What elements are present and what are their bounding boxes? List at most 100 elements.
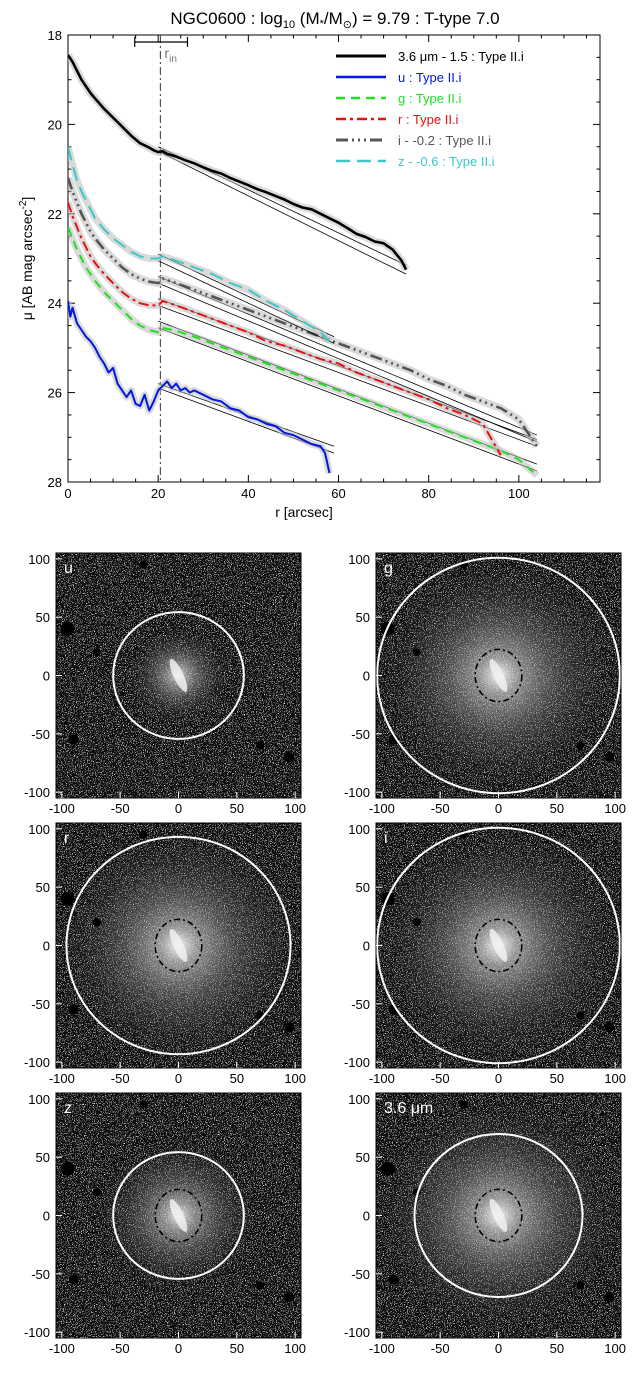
image-panel: -100 -50 0 50 100 100 50 0 -50 -100 g xyxy=(344,552,626,816)
x-tick-label: 20 xyxy=(151,486,165,501)
mask-blob xyxy=(284,1022,295,1033)
mask-blob xyxy=(92,918,101,927)
y-tick-label: 0 xyxy=(43,939,50,954)
fit-line xyxy=(158,327,538,472)
y-tick-label: -50 xyxy=(351,997,370,1012)
galaxy-bar xyxy=(489,659,508,692)
x-tick-label: 50 xyxy=(230,1071,244,1086)
x-tick-label: 0 xyxy=(175,801,182,816)
y-tick-label: 50 xyxy=(356,880,370,895)
y-tick-label: 100 xyxy=(28,822,50,837)
panel-image xyxy=(376,1093,621,1338)
panel-band-label: i xyxy=(384,830,388,847)
x-tick-label: 0 xyxy=(175,1341,182,1356)
y-tick-label: -100 xyxy=(344,1055,370,1070)
mask-blob xyxy=(68,734,79,745)
series-line xyxy=(68,300,331,474)
y-tick-label: -50 xyxy=(31,997,50,1012)
y-tick-label: -100 xyxy=(24,1055,50,1070)
panel-image xyxy=(56,1093,301,1338)
mask-blob xyxy=(256,1281,265,1290)
mask-blob xyxy=(60,621,75,636)
mask-blob xyxy=(412,648,421,657)
series-error-band xyxy=(68,52,410,272)
mask-blob xyxy=(139,1100,148,1109)
mask-blob xyxy=(139,830,148,839)
legend-entry: 3.6 μm - 1.5 : Type II.i xyxy=(398,49,524,64)
x-tick-label: 0 xyxy=(175,1071,182,1086)
legend-entry: z - -0.6 : Type II.i xyxy=(398,154,495,169)
y-tick-label: 100 xyxy=(348,1092,370,1107)
mask-blob xyxy=(92,648,101,657)
legend-entry: r : Type II.i xyxy=(398,112,459,127)
image-panel: -100 -50 0 50 100 100 50 0 -50 -100 r xyxy=(24,822,306,1086)
panel-band-label: g xyxy=(384,560,393,577)
mask-blob xyxy=(576,1281,585,1290)
x-tick-label: 100 xyxy=(284,1071,306,1086)
image-panel: -100 -50 0 50 100 100 50 0 -50 -100 u xyxy=(24,552,306,816)
outer-ellipse xyxy=(65,835,292,1056)
mask-blob xyxy=(604,1022,615,1033)
image-panel: -100 -50 0 50 100 100 50 0 -50 -100 i xyxy=(344,822,626,1086)
inner-ellipse xyxy=(474,1188,523,1243)
panel-band-label: u xyxy=(64,560,73,577)
mask-blob xyxy=(256,741,265,750)
panel-image xyxy=(376,823,621,1068)
x-tick-label: 100 xyxy=(604,1071,626,1086)
panel-image xyxy=(56,823,301,1068)
x-tick-label: 0 xyxy=(495,1341,502,1356)
y-tick-label: 0 xyxy=(363,939,370,954)
panel-image xyxy=(56,553,301,798)
y-tick-label: 100 xyxy=(348,552,370,567)
panel-band-label: 3.6 μm xyxy=(384,1100,433,1117)
x-tick-label: -50 xyxy=(111,1071,130,1086)
x-tick-label: 60 xyxy=(331,486,345,501)
x-tick-label: 100 xyxy=(284,1341,306,1356)
mask-blob xyxy=(284,752,295,763)
y-tick-label: 20 xyxy=(48,117,62,132)
x-tick-label: -100 xyxy=(369,1071,395,1086)
y-tick-label: 0 xyxy=(363,669,370,684)
x-tick-label: -100 xyxy=(369,801,395,816)
y-axis-label: μ [AB mag arcsec-2] xyxy=(18,197,35,321)
mask-blob xyxy=(459,1100,468,1109)
mask-blob xyxy=(68,1274,79,1285)
y-tick-label: 100 xyxy=(28,552,50,567)
galaxy-bar xyxy=(169,929,188,962)
inner-ellipse xyxy=(154,918,203,973)
y-tick-label: 50 xyxy=(36,610,50,625)
galaxy-bar xyxy=(489,1199,508,1232)
mask-blob xyxy=(604,1292,615,1303)
image-panel: -100 -50 0 50 100 100 50 0 -50 -100 3.6 μm xyxy=(344,1092,626,1356)
y-tick-label: -50 xyxy=(351,727,370,742)
x-tick-label: 40 xyxy=(241,486,255,501)
mask-blob xyxy=(576,1011,585,1020)
x-tick-label: 50 xyxy=(230,1341,244,1356)
series-line xyxy=(68,177,538,447)
y-tick-label: -50 xyxy=(31,1267,50,1282)
y-tick-label: 0 xyxy=(43,669,50,684)
x-tick-label: 0 xyxy=(64,486,71,501)
y-tick-label: -100 xyxy=(344,785,370,800)
x-tick-label: 50 xyxy=(230,801,244,816)
mask-blob xyxy=(68,1004,79,1015)
y-tick-label: 50 xyxy=(356,1150,370,1165)
y-tick-label: 22 xyxy=(48,207,62,222)
mask-blob xyxy=(576,741,585,750)
mask-blob xyxy=(60,891,75,906)
image-panel: -100 -50 0 50 100 100 50 0 -50 -100 z xyxy=(24,1092,306,1356)
y-tick-label: 18 xyxy=(48,28,62,43)
x-tick-label: -50 xyxy=(111,1341,130,1356)
panel-image xyxy=(376,553,621,798)
panel-band-label: z xyxy=(64,1100,72,1117)
outer-ellipse xyxy=(413,1133,584,1298)
x-tick-label: -100 xyxy=(49,1071,75,1086)
mask-blob xyxy=(139,560,148,569)
x-tick-label: 100 xyxy=(284,801,306,816)
x-tick-label: 100 xyxy=(508,486,530,501)
mask-blob xyxy=(412,918,421,927)
y-tick-label: 100 xyxy=(28,1092,50,1107)
y-tick-label: 28 xyxy=(48,475,62,490)
r-in-label: rin xyxy=(164,45,176,65)
y-tick-label: -100 xyxy=(24,1325,50,1340)
